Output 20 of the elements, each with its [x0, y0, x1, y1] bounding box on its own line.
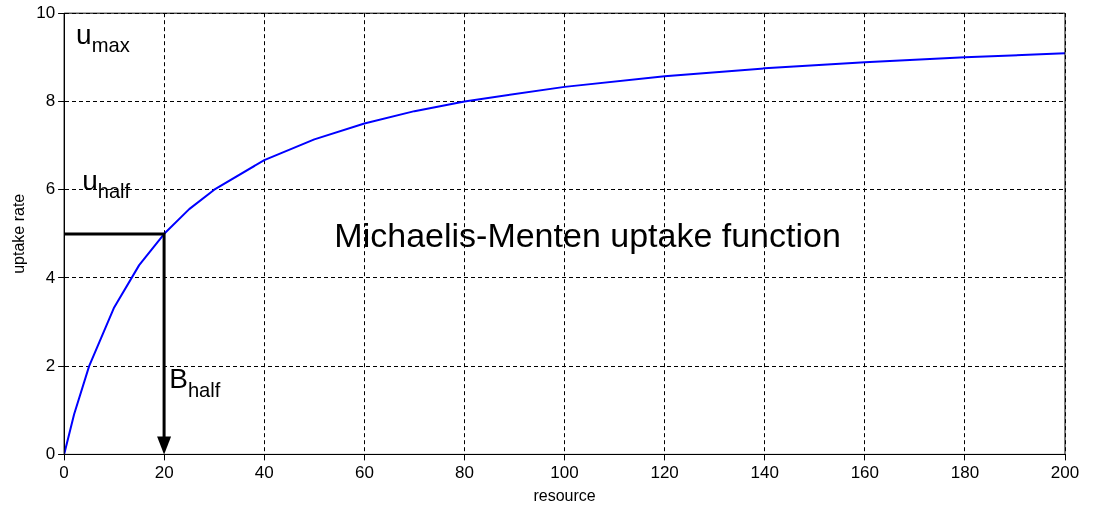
x-tick-label: 200 — [1050, 463, 1080, 483]
x-tick-label: 40 — [254, 463, 274, 483]
x-tick-label: 160 — [850, 463, 880, 483]
x-tick-label: 180 — [950, 463, 980, 483]
y-tick-label: 2 — [45, 355, 56, 375]
y-tick-label: 8 — [45, 91, 56, 111]
x-tick-label: 140 — [750, 463, 779, 483]
y-axis-title: uptake rate — [10, 193, 28, 274]
x-tick-label: 60 — [354, 463, 374, 483]
y-tick-label: 10 — [36, 2, 56, 22]
annotation: Michaelis-Menten uptake function — [334, 216, 841, 255]
x-tick-label: 20 — [154, 463, 174, 483]
x-tick-label: 100 — [550, 463, 579, 483]
x-tick-label: 80 — [455, 463, 474, 483]
y-tick-label: 0 — [45, 444, 56, 464]
x-tick-label: 120 — [650, 463, 679, 483]
x-axis-title: resource — [533, 486, 596, 504]
y-tick-label: 4 — [45, 267, 56, 287]
x-tick-label: 0 — [59, 463, 69, 483]
y-tick-label: 6 — [45, 179, 56, 199]
